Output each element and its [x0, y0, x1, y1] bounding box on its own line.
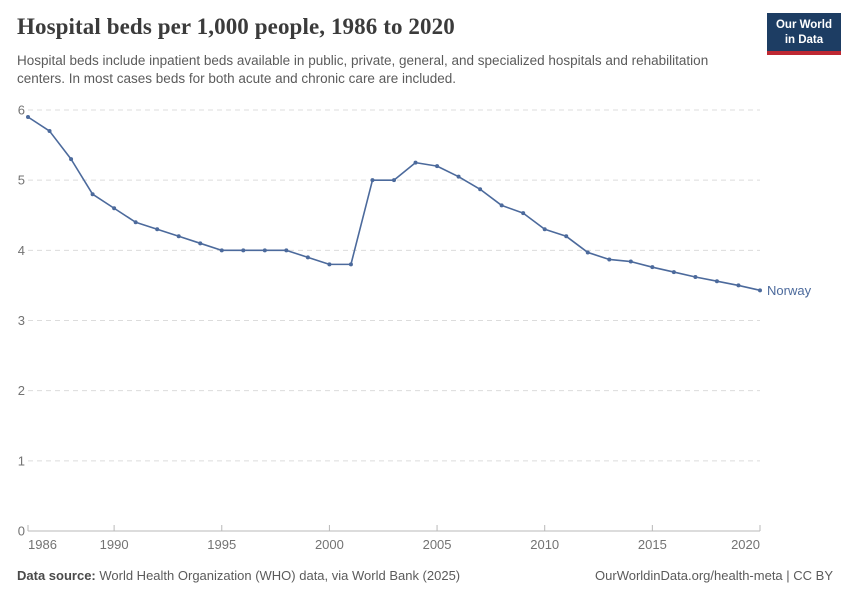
data-point[interactable] — [499, 203, 504, 208]
x-axis-label: 2020 — [731, 537, 760, 552]
data-point[interactable] — [521, 211, 526, 216]
data-point[interactable] — [693, 274, 698, 279]
owid-credit-link[interactable]: OurWorldinData.org/health-meta | CC BY — [595, 568, 833, 583]
series-label-norway[interactable]: Norway — [767, 283, 812, 298]
y-axis-label: 6 — [18, 103, 25, 118]
data-source-text: World Health Organization (WHO) data, vi… — [95, 568, 461, 583]
data-point[interactable] — [112, 206, 117, 211]
data-point[interactable] — [198, 241, 203, 246]
data-point[interactable] — [478, 187, 483, 192]
data-point[interactable] — [155, 227, 160, 232]
data-source: Data source: World Health Organization (… — [17, 568, 460, 583]
x-axis-label: 1990 — [100, 537, 129, 552]
chart-title: Hospital beds per 1,000 people, 1986 to … — [17, 14, 455, 39]
x-axis-label: 1986 — [28, 537, 57, 552]
data-point[interactable] — [736, 283, 741, 288]
data-point[interactable] — [327, 262, 332, 267]
data-point[interactable] — [305, 255, 310, 260]
data-point[interactable] — [650, 265, 655, 270]
x-axis-label: 2005 — [423, 537, 452, 552]
line-norway[interactable] — [27, 116, 761, 292]
x-axis-label: 2010 — [530, 537, 559, 552]
data-point[interactable] — [585, 250, 590, 255]
data-point[interactable] — [542, 227, 547, 232]
data-point[interactable] — [607, 257, 612, 262]
x-axis-label: 2015 — [638, 537, 667, 552]
data-point[interactable] — [47, 129, 52, 134]
data-point[interactable] — [69, 157, 74, 162]
owid-logo[interactable]: Our World in Data — [766, 13, 841, 55]
data-point[interactable] — [671, 270, 676, 275]
data-point[interactable] — [219, 248, 224, 253]
data-point[interactable] — [370, 178, 375, 183]
data-point[interactable] — [176, 234, 181, 239]
owid-logo-line2: in Data — [784, 33, 824, 46]
data-point[interactable] — [133, 220, 138, 225]
data-point[interactable] — [90, 192, 95, 197]
data-point[interactable] — [284, 248, 289, 253]
data-point[interactable] — [456, 174, 461, 179]
x-axis-label: 1995 — [207, 537, 236, 552]
chart-footer: Data source: World Health Organization (… — [17, 568, 833, 583]
y-axis-label: 4 — [18, 243, 25, 258]
y-axis-label: 1 — [18, 453, 25, 468]
y-axis-label: 3 — [18, 313, 25, 328]
data-point[interactable] — [564, 234, 569, 239]
y-axis-label: 2 — [18, 383, 25, 398]
data-source-label: Data source: — [17, 568, 96, 583]
data-point[interactable] — [392, 178, 396, 183]
data-point[interactable] — [758, 288, 762, 293]
y-axis-label: 5 — [18, 173, 25, 188]
chart-subtitle: Hospital beds include inpatient beds ava… — [17, 53, 709, 86]
data-point[interactable] — [435, 164, 440, 169]
x-axis-label: 2000 — [315, 537, 344, 552]
data-point[interactable] — [241, 248, 246, 253]
data-point[interactable] — [413, 160, 418, 165]
data-point[interactable] — [262, 248, 267, 253]
y-axis-label: 0 — [18, 524, 25, 539]
owid-logo-line1: Our World — [775, 19, 832, 31]
data-point[interactable] — [628, 259, 633, 264]
data-point[interactable] — [26, 115, 30, 120]
data-point[interactable] — [348, 262, 353, 267]
data-point[interactable] — [714, 279, 719, 284]
